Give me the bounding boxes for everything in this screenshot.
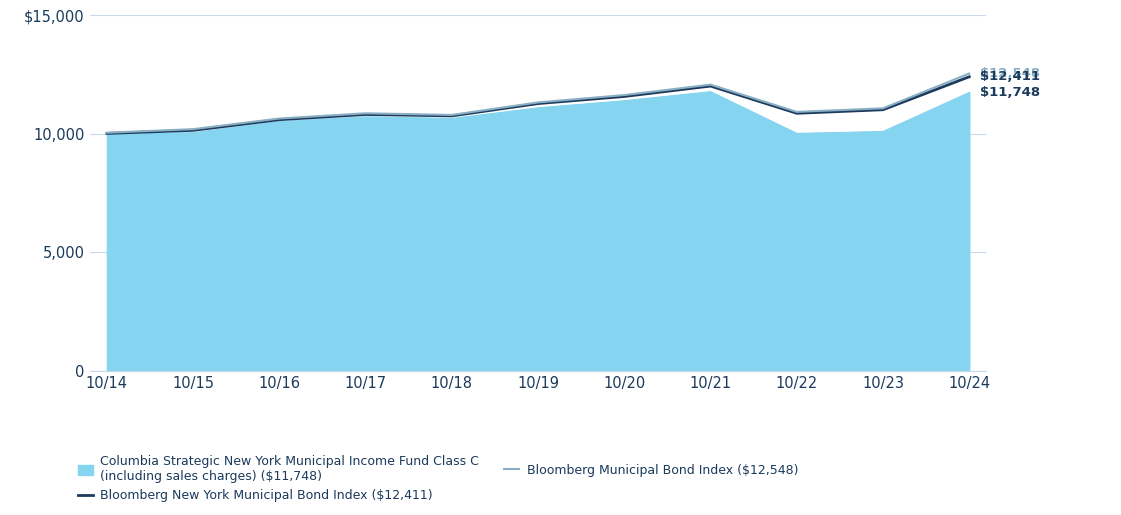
Legend: Columbia Strategic New York Municipal Income Fund Class C
(including sales charg: Columbia Strategic New York Municipal In…	[78, 455, 798, 503]
Text: $12,548: $12,548	[981, 67, 1040, 80]
Text: $11,748: $11,748	[981, 86, 1040, 99]
Text: $12,411: $12,411	[981, 70, 1040, 83]
